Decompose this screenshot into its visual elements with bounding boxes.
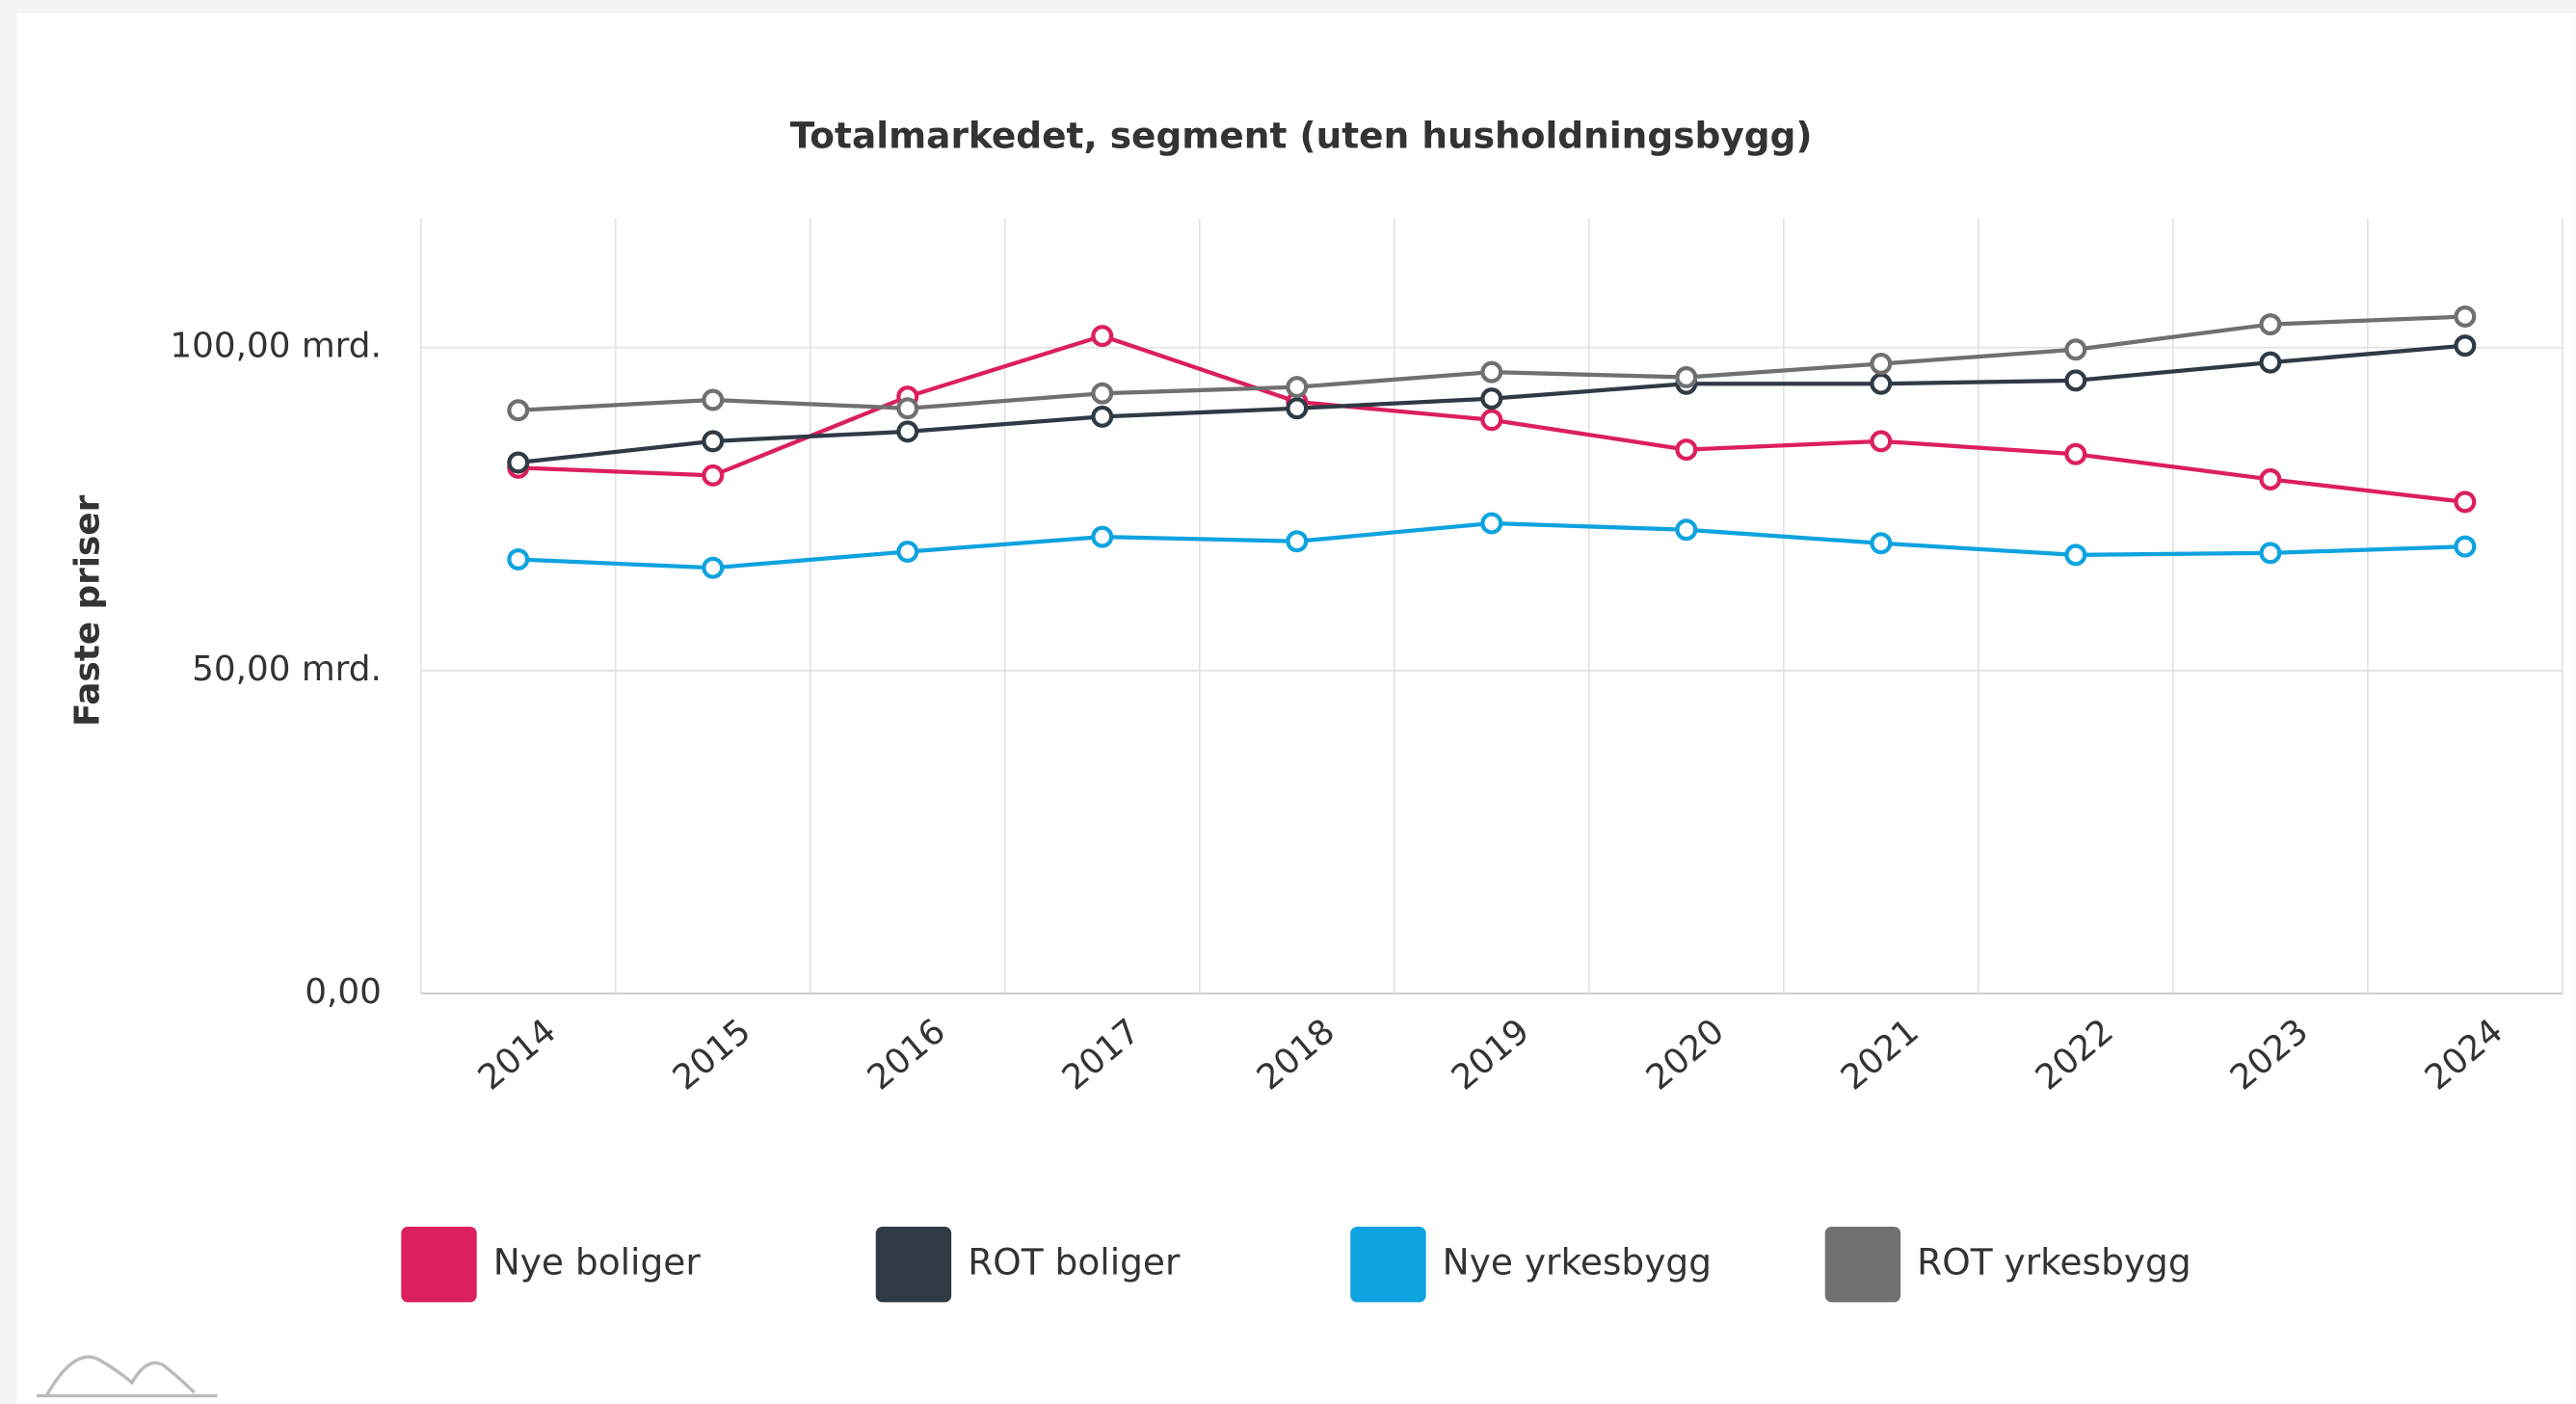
y-tick-label: 100,00 mrd. [170,327,382,366]
data-point [702,556,725,579]
legend-swatch [875,1226,952,1303]
legend-label: ROT boliger [968,1241,1181,1284]
data-point [507,548,530,571]
data-point [1091,382,1114,405]
data-point [1675,366,1698,389]
data-point [1286,397,1309,420]
data-point [1091,525,1114,548]
data-point [2259,542,2282,565]
data-point [1675,518,1698,542]
card [16,13,2576,1404]
data-point [702,388,725,411]
data-point [2064,369,2087,392]
data-point [1480,387,1503,411]
data-point [1091,325,1114,348]
data-point [2064,543,2087,567]
y-axis-label: Faste priser [68,494,108,727]
data-point [2259,313,2282,336]
data-point [896,541,919,564]
legend-label: Nye boliger [493,1241,702,1284]
data-point [2454,490,2477,514]
logo-shape [36,1355,218,1398]
legend-swatch [1824,1226,1901,1303]
data-point [896,420,919,443]
data-point [2259,351,2282,374]
data-point [2064,338,2087,361]
data-point [1870,352,1893,375]
data-point [1286,376,1309,399]
data-point [1675,438,1698,462]
data-point [507,399,530,422]
data-point [1480,409,1503,432]
data-point [1870,532,1893,555]
legend-label: Nye yrkesbygg [1443,1241,1712,1284]
data-point [2454,535,2477,558]
data-point [507,451,530,474]
data-point [1286,530,1309,553]
data-point [1091,405,1114,428]
data-point [1870,430,1893,453]
data-point [1870,372,1893,395]
data-point [896,397,919,420]
y-tick-label: 0,00 [305,972,382,1012]
data-point [702,430,725,453]
logo [36,1355,218,1398]
legend-swatch [401,1226,477,1303]
chart-title: Totalmarkedet, segment (uten husholdning… [790,115,1813,157]
legend-label: ROT yrkesbygg [1917,1241,2191,1284]
data-point [2454,334,2477,358]
data-point [1480,512,1503,535]
data-point [1480,360,1503,384]
data-point [702,464,725,487]
data-point [2259,467,2282,490]
data-point [2454,305,2477,329]
legend-swatch [1350,1226,1426,1303]
y-tick-label: 50,00 mrd. [192,649,382,689]
data-point [2064,442,2087,465]
